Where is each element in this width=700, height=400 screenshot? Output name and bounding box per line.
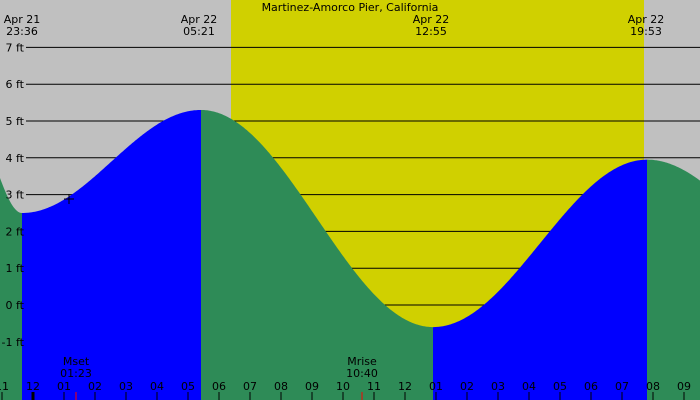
x-tick-label: 04 — [150, 380, 164, 393]
event-date-1: Apr 21 — [4, 13, 41, 26]
x-tick-label: 05 — [553, 380, 567, 393]
y-tick-label: 0 ft — [6, 299, 25, 312]
x-tick-label: 03 — [491, 380, 505, 393]
event-time-2: 05:21 — [183, 25, 215, 38]
x-tick-label: 06 — [584, 380, 598, 393]
moonrise-label: Mrise — [347, 355, 377, 368]
x-tick-label: 10 — [336, 380, 350, 393]
y-tick-label: 4 ft — [6, 152, 25, 165]
x-tick-label: 06 — [212, 380, 226, 393]
y-tick-label: -1 ft — [2, 336, 25, 349]
falling-tide-area — [0, 178, 22, 400]
x-tick-label: 05 — [181, 380, 195, 393]
y-tick-label: 6 ft — [6, 78, 25, 91]
x-tick-label: 01 — [57, 380, 71, 393]
x-tick-label: 09 — [677, 380, 691, 393]
y-tick-label: 7 ft — [6, 41, 25, 54]
falling-tide-area — [647, 159, 700, 400]
moonset-label: Mset — [63, 355, 90, 368]
event-date-3: Apr 22 — [413, 13, 450, 26]
event-time-4: 19:53 — [630, 25, 662, 38]
x-tick-label: 12 — [398, 380, 412, 393]
event-date-2: Apr 22 — [181, 13, 218, 26]
event-time-3: 12:55 — [415, 25, 447, 38]
x-tick-label: 01 — [429, 380, 443, 393]
x-tick-label: 02 — [460, 380, 474, 393]
falling-tide-area — [201, 110, 433, 400]
moonset-time: 01:23 — [60, 367, 92, 380]
y-tick-label: 3 ft — [6, 189, 25, 202]
rising-tide-area — [433, 159, 647, 400]
x-tick-label: 02 — [88, 380, 102, 393]
moonrise-time: 10:40 — [346, 367, 378, 380]
event-time-1: 23:36 — [6, 25, 38, 38]
y-axis-labels: 7 ft 6 ft 5 ft 4 ft 3 ft 2 ft 1 ft 0 ft -1 ft — [2, 41, 25, 348]
y-tick-label: 1 ft — [6, 262, 25, 275]
y-tick-label: 5 ft — [6, 115, 25, 128]
x-tick-label: 07 — [243, 380, 257, 393]
x-tick-label: 03 — [119, 380, 133, 393]
x-tick-label: 11 — [0, 380, 9, 393]
x-tick-label: 12 — [26, 380, 40, 393]
crosshair-marker — [64, 194, 74, 204]
x-tick-label: 11 — [367, 380, 381, 393]
x-tick-label: 04 — [522, 380, 536, 393]
x-tick-label: 08 — [646, 380, 660, 393]
rising-tide-area — [22, 110, 201, 400]
event-date-4: Apr 22 — [628, 13, 665, 26]
x-tick-label: 07 — [615, 380, 629, 393]
chart-title: Martinez-Amorco Pier, California — [262, 1, 439, 14]
y-tick-label: 2 ft — [6, 225, 25, 238]
x-tick-label: 08 — [274, 380, 288, 393]
x-tick-label: 09 — [305, 380, 319, 393]
tide-areas — [0, 110, 700, 400]
x-axis: 11 12 01 02 03 04 05 06 07 08 09 10 11 12 01 02 03 04 05 06… — [0, 380, 691, 400]
